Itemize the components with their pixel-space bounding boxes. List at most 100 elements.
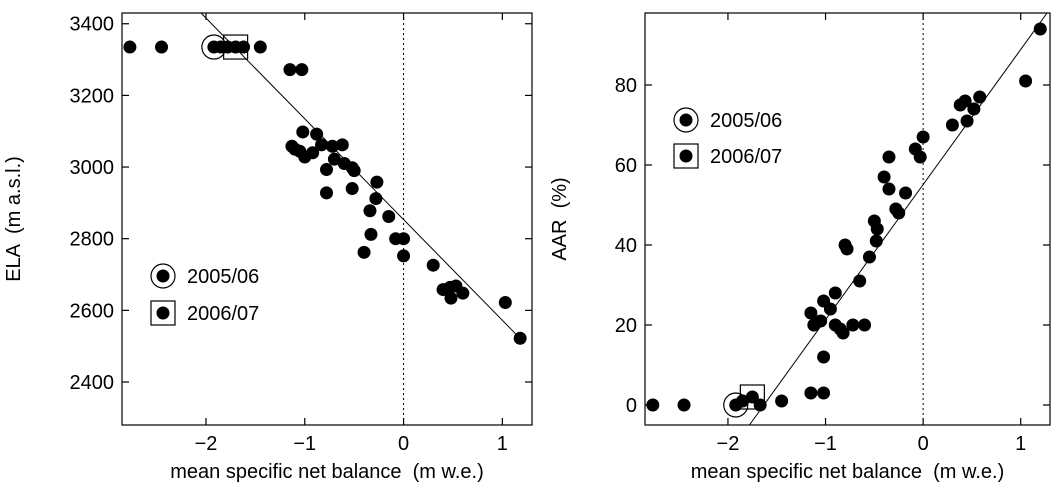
data-point	[237, 40, 251, 54]
data-point	[846, 318, 860, 332]
data-point	[296, 125, 310, 139]
legend-label: 2005/06	[710, 110, 782, 132]
data-point	[646, 398, 660, 412]
legend-square-icon	[673, 143, 699, 169]
data-point	[295, 63, 309, 77]
x-tick-label: −1	[814, 433, 837, 455]
y-axis-label: AAR (%)	[549, 177, 571, 260]
data-point	[357, 245, 371, 259]
data-point	[320, 186, 334, 200]
data-point	[382, 209, 396, 223]
data-point	[283, 63, 297, 77]
y-tick-label: 20	[615, 315, 637, 337]
y-tick-label: 3400	[70, 14, 115, 36]
data-point	[804, 386, 818, 400]
plot-frame	[644, 12, 1051, 426]
data-point	[916, 130, 930, 144]
data-point	[370, 175, 384, 189]
legend-marker-dot	[679, 113, 693, 127]
plot-frame	[121, 12, 533, 426]
data-point	[456, 286, 470, 300]
data-point	[899, 186, 913, 200]
ela-panel: −2 −1 0 1 2400 2600 2800 3000 3200 3400 mean speci…	[3, 12, 533, 483]
data-point	[853, 274, 867, 288]
data-point	[753, 398, 767, 412]
data-point	[870, 222, 884, 236]
data-point	[862, 250, 876, 264]
data-point	[804, 306, 818, 320]
data-point	[967, 102, 981, 116]
data-point	[335, 138, 349, 152]
data-point	[814, 314, 828, 328]
data-point	[945, 118, 959, 132]
x-tick-label: 0	[918, 433, 929, 455]
y-tick-label: 3200	[70, 85, 115, 107]
data-point	[345, 182, 359, 196]
highlight-2005-06-circle	[201, 34, 227, 60]
legend-marker-dot	[156, 269, 170, 283]
x-tick-label: 1	[1015, 433, 1026, 455]
legend-label: 2006/07	[710, 146, 782, 168]
highlight-2005-06-circle	[723, 392, 749, 418]
x-tick-label: 0	[398, 433, 409, 455]
data-point	[123, 40, 137, 54]
data-point	[877, 170, 891, 184]
data-point	[369, 192, 383, 206]
data-point	[397, 249, 411, 263]
legend-square-icon	[150, 300, 176, 326]
data-point	[364, 227, 378, 241]
legend-label: 2005/06	[187, 266, 259, 288]
regression-line	[200, 13, 523, 341]
data-point	[882, 150, 896, 164]
data-point	[513, 331, 527, 345]
data-point	[397, 232, 411, 246]
x-axis-label: mean specific net balance (m w.e.)	[691, 461, 1004, 483]
data-point	[1033, 22, 1047, 36]
data-point	[882, 182, 896, 196]
data-point	[775, 394, 789, 408]
data-point	[1019, 74, 1033, 88]
data-point	[325, 139, 339, 153]
data-point	[836, 326, 850, 340]
data-point	[498, 295, 512, 309]
y-axis-label: ELA (m a.s.l.)	[3, 156, 25, 282]
legend-circle-icon	[150, 263, 176, 289]
x-axis-label: mean specific net balance (m w.e.)	[170, 461, 483, 483]
data-point	[823, 302, 837, 316]
data-point	[958, 94, 972, 108]
y-tick-label: 2600	[70, 300, 115, 322]
data-point	[817, 386, 831, 400]
highlight-2006-07-square	[223, 34, 249, 60]
legend-marker-dot	[679, 149, 693, 163]
x-tick-label: −2	[717, 433, 740, 455]
data-point	[677, 398, 691, 412]
data-point	[253, 40, 267, 54]
data-point	[858, 318, 872, 332]
data-point	[892, 206, 906, 220]
data-point	[327, 152, 341, 166]
data-point	[347, 164, 361, 178]
data-point	[913, 150, 927, 164]
data-point	[828, 286, 842, 300]
x-tick-label: 1	[497, 433, 508, 455]
data-point	[315, 138, 329, 152]
highlight-2006-07-square	[739, 384, 765, 410]
data-point	[817, 350, 831, 364]
data-point	[155, 40, 169, 54]
data-point	[306, 146, 320, 160]
legend-marker-dot	[156, 306, 170, 320]
data-point	[960, 114, 974, 128]
y-tick-label: 2800	[70, 229, 115, 251]
y-tick-label: 3000	[70, 157, 115, 179]
data-point	[310, 127, 324, 141]
data-point	[363, 204, 377, 218]
legend-circle-icon	[673, 107, 699, 133]
legend-label: 2006/07	[187, 303, 259, 325]
x-tick-label: −2	[195, 433, 218, 455]
data-point	[426, 258, 440, 272]
y-tick-label: 2400	[70, 372, 115, 394]
data-point	[869, 234, 883, 248]
data-point	[745, 390, 759, 404]
